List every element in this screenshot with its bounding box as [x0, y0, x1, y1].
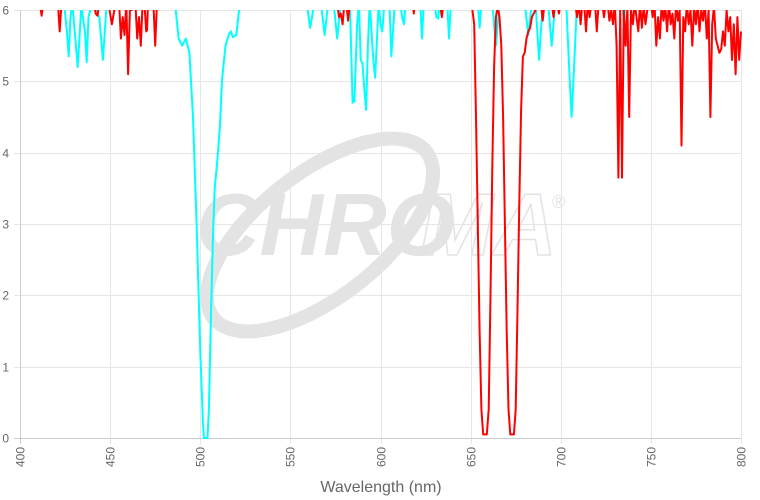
x-axis-tick-labels: 400 450 500 550 600 650 700 750 800: [14, 447, 749, 467]
series-line-cyan: [63, 10, 626, 439]
y-tick-label: 6: [2, 4, 9, 18]
y-tick-label: 1: [2, 361, 9, 375]
y-tick-label: 4: [2, 147, 9, 161]
x-tick-label: 750: [645, 447, 659, 467]
y-tick-label: 2: [2, 289, 9, 303]
registered-mark-icon: ®: [552, 192, 565, 212]
watermark-text-outline: MA: [420, 175, 557, 274]
y-axis-tick-labels: 0 1 2 3 4 5 6: [2, 4, 9, 446]
x-tick-label: 700: [555, 447, 569, 467]
y-tick-label: 3: [2, 218, 9, 232]
x-tick-label: 650: [465, 447, 479, 467]
x-tick-label: 600: [375, 447, 389, 467]
y-tick-label: 5: [2, 75, 9, 89]
x-tick-label: 450: [104, 447, 118, 467]
y-tick-label: 0: [2, 432, 9, 446]
watermark-swoosh-icon: [199, 131, 441, 339]
x-tick-label: 400: [14, 447, 28, 467]
x-tick-label: 550: [284, 447, 298, 467]
x-tick-label: 800: [735, 447, 749, 467]
chroma-watermark-logo: CHRO MA ®: [196, 131, 565, 339]
axes: [14, 10, 741, 444]
watermark-text-bold: CHRO: [196, 175, 455, 274]
x-axis-title: Wavelength (nm): [320, 479, 441, 496]
series-line-red: [39, 10, 742, 436]
x-tick-label: 500: [194, 447, 208, 467]
